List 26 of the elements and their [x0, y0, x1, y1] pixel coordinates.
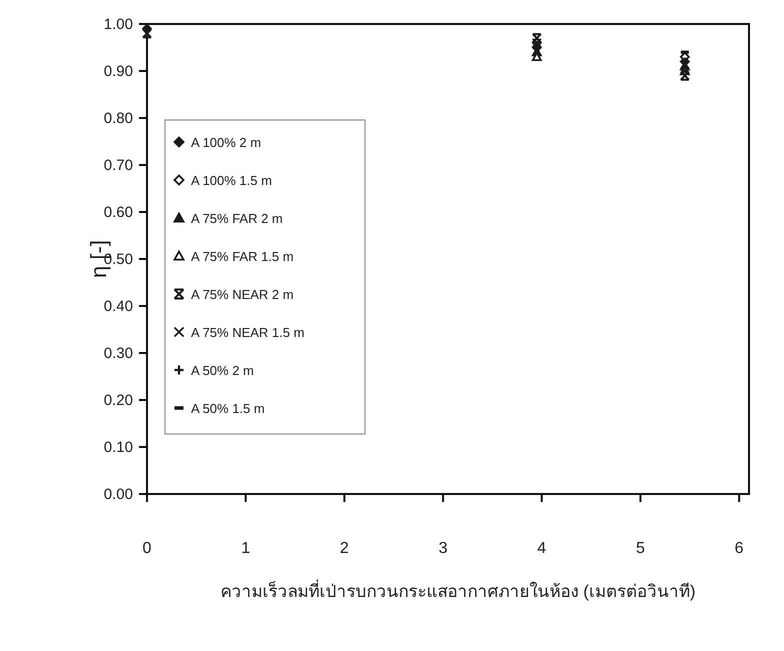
y-tick-label: 0.60	[104, 204, 133, 221]
legend-label: A 75% FAR 1.5 m	[191, 249, 294, 264]
legend-label: A 50% 2 m	[191, 363, 254, 378]
y-tick-label: 0.90	[104, 63, 133, 80]
legend-label: A 100% 2 m	[191, 135, 262, 150]
x-tick-label: 0	[142, 540, 152, 557]
legend-label: A 50% 1.5 m	[191, 401, 265, 416]
x-tick-label: 3	[438, 540, 448, 557]
x-tick-label: 6	[734, 540, 744, 557]
y-tick-label: 0.70	[104, 157, 133, 174]
x-tick-label: 4	[537, 540, 546, 557]
y-tick-label: 1.00	[104, 16, 133, 33]
legend-label: A 75% NEAR 2 m	[191, 287, 294, 302]
legend-label: A 100% 1.5 m	[191, 173, 272, 188]
y-tick-label: 0.30	[104, 345, 133, 362]
y-tick-label: 0.40	[104, 298, 133, 315]
x-tick-label: 2	[340, 540, 349, 557]
y-tick-label: 0.80	[104, 110, 133, 127]
legend-label: A 75% FAR 2 m	[191, 211, 283, 226]
y-tick-label: 0.20	[104, 392, 133, 409]
y-tick-label: 0.10	[104, 439, 133, 456]
x-tick-label: 1	[241, 540, 250, 557]
legend-label: A 75% NEAR 1.5 m	[191, 325, 304, 340]
x-axis-title: ความเร็วลมที่เป่ารบกวนกระแสอากาศภายในห้อง (เมตรต่อวินาที)	[220, 579, 696, 601]
x-tick-label: 5	[636, 540, 645, 557]
y-tick-label: 0.00	[104, 486, 133, 503]
